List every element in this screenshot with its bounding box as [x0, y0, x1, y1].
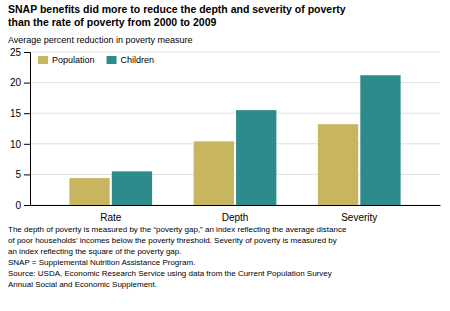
- series: [69, 124, 358, 205]
- footnote: SNAP = Supplemental Nutrition Assistance…: [8, 258, 195, 267]
- x-tick-label: Depth: [222, 212, 249, 223]
- y-tick-mark: [24, 205, 30, 206]
- footnote: of poor households’ incomes below the po…: [8, 236, 337, 245]
- legend-swatch: [38, 56, 48, 64]
- y-tick-label: 0: [15, 200, 21, 211]
- y-tick: 5: [15, 169, 30, 180]
- x-axis-line: [31, 205, 441, 206]
- grid-line: [30, 52, 440, 53]
- title: than the rate of poverty from 2000 to 20…: [8, 16, 216, 28]
- y-tick-mark: [24, 52, 30, 53]
- y-tick: 15: [10, 108, 30, 119]
- bar: [236, 110, 276, 205]
- y-tick: 20: [10, 77, 30, 88]
- bar: [69, 178, 109, 205]
- legend-item: Children: [107, 55, 155, 65]
- y-axis: 0 5 10 15 20 25: [10, 47, 31, 211]
- y-tick: 10: [10, 139, 30, 150]
- chart: SNAP benefits did more to reduce the dep…: [0, 0, 450, 311]
- footnote: The depth of poverty is measured by the …: [8, 225, 347, 234]
- legend-label: Children: [121, 55, 155, 65]
- y-tick-label: 10: [10, 139, 22, 150]
- bar: [194, 141, 234, 205]
- x-tick: Depth: [222, 212, 249, 223]
- legend-item: Population: [38, 55, 95, 65]
- legend: Population Children: [38, 55, 154, 65]
- footnote: an index reflecting the square of the po…: [8, 247, 181, 256]
- bar: [318, 124, 358, 205]
- x-tick: Rate: [100, 212, 122, 223]
- x-axis: Rate Depth Severity: [31, 206, 441, 224]
- bar: [112, 171, 152, 205]
- y-tick-mark: [24, 144, 30, 145]
- series: [112, 75, 401, 205]
- y-axis-line: [24, 53, 31, 206]
- bar: [360, 75, 400, 205]
- y-tick: 25: [10, 47, 30, 58]
- y-tick-label: 20: [10, 77, 22, 88]
- x-tick-label: Severity: [341, 212, 377, 223]
- y-tick-mark: [24, 83, 30, 84]
- legend-swatch: [107, 56, 117, 64]
- grid: [30, 52, 440, 205]
- title: SNAP benefits did more to reduce the dep…: [8, 3, 346, 15]
- legend-label: Population: [52, 55, 95, 65]
- footnote: Source: USDA, Economic Research Service …: [8, 269, 332, 278]
- y-axis-title: Average percent reduction in poverty mea…: [8, 35, 192, 45]
- y-tick-label: 5: [15, 169, 21, 180]
- y-tick-label: 15: [10, 108, 22, 119]
- y-tick-mark: [24, 174, 30, 175]
- y-tick: 0: [15, 200, 30, 211]
- bars: [69, 75, 400, 205]
- x-tick: Severity: [341, 212, 377, 223]
- footnote: Annual Social and Economic Supplement.: [8, 280, 157, 289]
- x-tick-label: Rate: [100, 212, 122, 223]
- y-tick-label: 25: [10, 47, 22, 58]
- y-tick-mark: [24, 113, 30, 114]
